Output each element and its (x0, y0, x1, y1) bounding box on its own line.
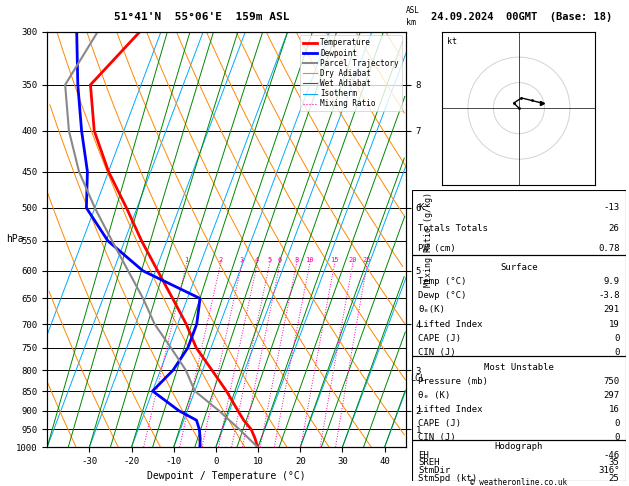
Text: Hodograph: Hodograph (495, 442, 543, 451)
Text: ASL: ASL (406, 6, 420, 15)
Text: -46: -46 (603, 451, 620, 460)
Text: © weatheronline.co.uk: © weatheronline.co.uk (470, 478, 567, 486)
Text: PW (cm): PW (cm) (418, 244, 456, 253)
Bar (412, 190, 626, 255)
Text: 297: 297 (603, 391, 620, 400)
Text: 0: 0 (614, 334, 620, 343)
Text: 1: 1 (184, 258, 188, 263)
Text: CIN (J): CIN (J) (418, 433, 456, 442)
Text: 8: 8 (294, 258, 298, 263)
Text: Temp (°C): Temp (°C) (418, 277, 467, 286)
Text: Most Unstable: Most Unstable (484, 363, 554, 372)
X-axis label: Dewpoint / Temperature (°C): Dewpoint / Temperature (°C) (147, 471, 306, 482)
Text: K: K (418, 203, 424, 211)
Text: 25: 25 (609, 474, 620, 483)
Bar (412, 440, 626, 481)
Text: CIN (J): CIN (J) (418, 348, 456, 358)
Text: 9.9: 9.9 (603, 277, 620, 286)
Text: StmSpd (kt): StmSpd (kt) (418, 474, 477, 483)
Text: 25: 25 (363, 258, 371, 263)
Text: 15: 15 (330, 258, 338, 263)
Legend: Temperature, Dewpoint, Parcel Trajectory, Dry Adiabat, Wet Adiabat, Isotherm, Mi: Temperature, Dewpoint, Parcel Trajectory… (300, 35, 402, 111)
Text: θₑ(K): θₑ(K) (418, 305, 445, 314)
Text: EH: EH (418, 451, 429, 460)
Text: 0: 0 (614, 348, 620, 358)
Text: 5: 5 (267, 258, 272, 263)
Y-axis label: Mixing Ratio (g/kg): Mixing Ratio (g/kg) (423, 192, 433, 287)
Text: LCL: LCL (410, 374, 425, 383)
Text: hPa: hPa (6, 234, 24, 244)
Text: -13: -13 (603, 203, 620, 211)
Text: CAPE (J): CAPE (J) (418, 419, 462, 428)
Text: 3: 3 (239, 258, 243, 263)
Text: 51°41'N  55°06'E  159m ASL: 51°41'N 55°06'E 159m ASL (113, 12, 289, 22)
Text: 0.78: 0.78 (598, 244, 620, 253)
Text: 16: 16 (609, 405, 620, 414)
Text: 19: 19 (609, 320, 620, 329)
Text: 750: 750 (603, 377, 620, 386)
Text: 10: 10 (305, 258, 314, 263)
Text: Totals Totals: Totals Totals (418, 224, 488, 232)
Text: Dewp (°C): Dewp (°C) (418, 291, 467, 300)
Text: 6: 6 (277, 258, 282, 263)
Text: StmDir: StmDir (418, 466, 450, 475)
Text: 24.09.2024  00GMT  (Base: 18): 24.09.2024 00GMT (Base: 18) (431, 12, 613, 22)
Text: 0: 0 (614, 433, 620, 442)
Text: SREH: SREH (418, 458, 440, 468)
Text: 26: 26 (609, 224, 620, 232)
Text: CAPE (J): CAPE (J) (418, 334, 462, 343)
Text: θₑ (K): θₑ (K) (418, 391, 450, 400)
Text: Lifted Index: Lifted Index (418, 405, 483, 414)
Text: 0: 0 (614, 419, 620, 428)
Text: 35: 35 (609, 458, 620, 468)
Text: 316°: 316° (598, 466, 620, 475)
Text: Lifted Index: Lifted Index (418, 320, 483, 329)
Text: Surface: Surface (500, 263, 538, 272)
Text: km: km (406, 18, 416, 27)
Text: Pressure (mb): Pressure (mb) (418, 377, 488, 386)
Text: 2: 2 (218, 258, 223, 263)
Text: 20: 20 (348, 258, 357, 263)
Text: kt: kt (447, 37, 457, 46)
Text: 291: 291 (603, 305, 620, 314)
Text: 4: 4 (255, 258, 259, 263)
Text: -3.8: -3.8 (598, 291, 620, 300)
Bar (412, 356, 626, 440)
Bar (412, 255, 626, 356)
